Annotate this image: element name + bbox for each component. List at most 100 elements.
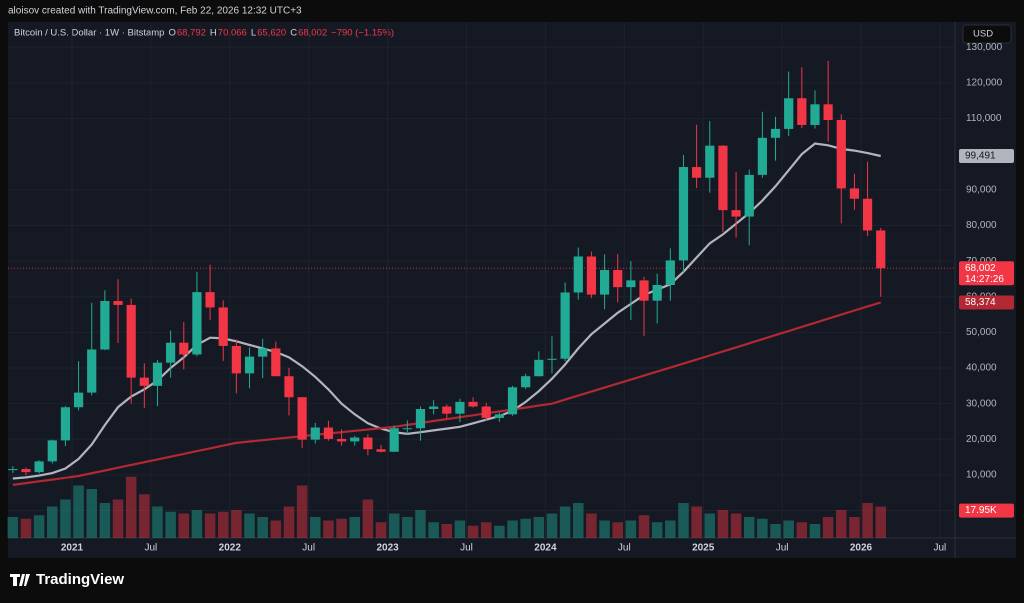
candle-body: [534, 359, 544, 377]
volume-bar: [178, 513, 190, 538]
chart-panel: [8, 22, 1016, 558]
candle-body: [770, 128, 781, 138]
y-tick-label: 110,000: [966, 113, 1002, 124]
x-tick-label: Jul: [934, 543, 947, 554]
y-tick-label: 120,000: [966, 78, 1003, 89]
x-tick-label: 2021: [61, 543, 84, 554]
ohlc-value: 65,620: [257, 28, 286, 39]
volume-bar: [796, 522, 808, 538]
candle-body: [626, 280, 636, 288]
volume-bar: [507, 520, 518, 538]
currency[interactable]: USD: [973, 29, 993, 40]
ma-label: 58,374: [965, 297, 996, 308]
volume-bar: [494, 525, 505, 538]
candle-body: [494, 414, 504, 418]
candle-body: [258, 348, 268, 357]
volume-bar: [112, 499, 124, 538]
candle-body: [573, 256, 583, 293]
ma-label: 99,491: [965, 151, 996, 162]
candle-body: [192, 292, 202, 355]
candle-body: [797, 98, 807, 125]
volume-bar: [809, 524, 821, 538]
y-tick-label: 130,000: [966, 42, 1003, 53]
candle-body: [323, 427, 334, 439]
candle-body: [652, 284, 662, 301]
candle-body: [705, 145, 715, 178]
volume-bar: [310, 517, 321, 538]
volume-bar: [691, 506, 702, 538]
y-tick-label: 90,000: [966, 184, 997, 195]
currency-button[interactable]: [962, 24, 1012, 44]
candle-body: [744, 174, 754, 217]
brand-name: TradingView: [36, 571, 124, 588]
volume-label-bg: [959, 503, 1014, 518]
volume-bar: [388, 513, 400, 538]
ohlc-value: 68,002: [298, 28, 327, 39]
volume-bar: [783, 520, 794, 538]
candle-body: [126, 304, 136, 378]
volume-bar: [375, 522, 387, 538]
volume-bar: [625, 520, 637, 538]
candle-body: [521, 376, 531, 388]
last-price-label: 68,002: [965, 263, 996, 274]
volume-bar: [730, 513, 742, 538]
volume-bar: [296, 485, 308, 538]
volume-bar: [231, 510, 242, 538]
candle-body: [179, 342, 189, 355]
candle-body: [442, 406, 452, 414]
brand-logo: [10, 574, 30, 586]
y-tick-label: 50,000: [966, 327, 997, 338]
volume-bar: [20, 518, 32, 538]
y-tick-label: 40,000: [966, 363, 997, 374]
volume-bar: [717, 510, 729, 538]
candle-body: [823, 104, 833, 120]
volume-bar: [454, 520, 466, 538]
candle-body: [21, 469, 31, 473]
ohlc-key: H: [210, 28, 217, 39]
volume-bar: [415, 510, 426, 538]
candle-body: [876, 230, 886, 269]
volume-bar: [428, 522, 439, 538]
candle-body: [350, 437, 360, 442]
y-tick-label: 20,000: [966, 434, 997, 445]
candle-body: [757, 137, 767, 175]
last-price-tag-bg: [959, 261, 1014, 286]
candle-body: [336, 438, 347, 442]
volume-bar: [875, 506, 886, 538]
volume-bar: [638, 515, 650, 538]
candle-body: [152, 362, 163, 386]
volume-bar: [822, 517, 834, 538]
author-line: aloisov created with TradingView.com, Fe…: [8, 6, 302, 17]
change: −790 (−1.15%): [331, 28, 394, 39]
volume-bar: [520, 518, 531, 538]
candle-body: [205, 292, 215, 308]
candle-body: [639, 280, 649, 301]
ohlc-key: O: [168, 28, 175, 39]
ohlc-key: C: [290, 28, 297, 39]
volume-bar: [546, 513, 558, 538]
x-tick-label: Jul: [776, 543, 789, 554]
candle-body: [455, 401, 465, 414]
candle-body: [310, 427, 320, 440]
plot: 010,00020,00030,00040,00050,00060,00070,…: [7, 22, 1014, 554]
candle-body: [507, 387, 518, 415]
candle-body: [73, 392, 84, 408]
volume-bar: [244, 513, 255, 538]
candle-body: [678, 167, 689, 261]
candle-body: [784, 98, 794, 129]
y-tick-label: 10,000: [966, 470, 997, 481]
candle-body: [402, 428, 412, 430]
candle-body: [47, 440, 57, 462]
volume-bar: [73, 485, 84, 538]
volume-bar: [836, 510, 847, 538]
volume-bar: [743, 517, 755, 538]
volume-bar: [60, 499, 71, 538]
volume-bar: [704, 513, 716, 538]
volume-bar: [257, 517, 268, 538]
candle-body: [244, 356, 255, 374]
volume-bar: [99, 503, 111, 538]
candle-body: [586, 256, 597, 295]
x-tick-label: Jul: [302, 543, 315, 554]
